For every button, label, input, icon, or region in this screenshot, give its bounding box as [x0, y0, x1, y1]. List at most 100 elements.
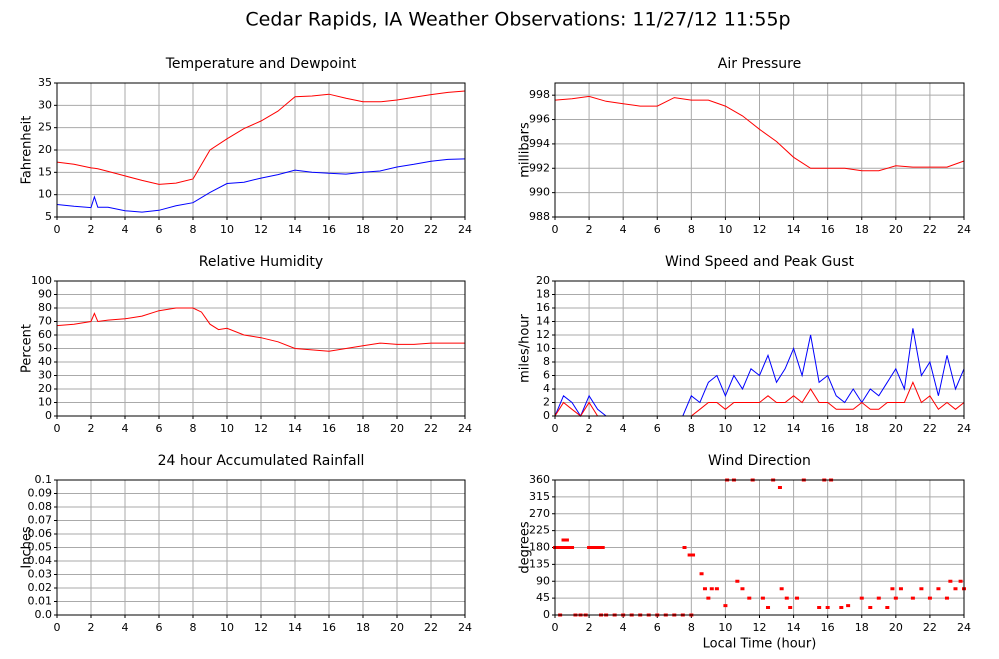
y-tick-label: 80: [38, 301, 52, 314]
y-tick-label: 50: [38, 342, 52, 355]
x-tick-label: 12: [254, 422, 268, 435]
data-point: [784, 596, 789, 600]
y-axis-label: Inches: [20, 526, 35, 568]
x-tick-label: 0: [54, 422, 61, 435]
data-point: [876, 596, 881, 600]
x-tick-label: 20: [889, 223, 903, 236]
x-tick-label: 10: [220, 422, 234, 435]
x-tick-label: 12: [753, 422, 767, 435]
data-point: [706, 596, 711, 600]
y-tick-label: 14: [536, 315, 550, 328]
data-point: [597, 546, 602, 549]
x-tick-label: 22: [923, 223, 937, 236]
data-point: [779, 587, 784, 591]
data-point: [747, 596, 752, 600]
data-point: [948, 579, 953, 583]
data-point: [927, 596, 932, 600]
y-tick-label: 30: [38, 369, 52, 382]
x-tick-label: 22: [424, 621, 438, 634]
y-tick-label: 315: [529, 490, 550, 503]
panel-title: Relative Humidity: [199, 254, 323, 270]
x-tick-label: 16: [322, 621, 336, 634]
x-tick-label: 6: [156, 223, 163, 236]
data-point: [559, 546, 564, 549]
data-line: [56, 307, 465, 352]
x-tick-label: 18: [855, 422, 869, 435]
x-tick-label: 2: [88, 422, 95, 435]
x-tick-label: 8: [688, 621, 695, 634]
data-point: [563, 546, 568, 549]
data-point: [890, 587, 895, 591]
data-point: [777, 486, 782, 489]
x-tick-label: 18: [855, 621, 869, 634]
data-point: [702, 587, 707, 591]
y-tick-label: 70: [38, 315, 52, 328]
y-tick-label: 25: [38, 121, 52, 134]
y-axis-label: degrees: [518, 521, 533, 574]
plot-frame: [56, 479, 466, 616]
x-tick-label: 14: [787, 422, 801, 435]
x-tick-label: 6: [156, 422, 163, 435]
data-point: [600, 546, 605, 549]
data-point: [691, 553, 696, 557]
y-tick-label: 12: [536, 328, 550, 341]
panel-title: Wind Speed and Peak Gust: [665, 254, 854, 270]
x-tick-label: 14: [288, 422, 302, 435]
y-tick-label: 5: [45, 210, 52, 223]
x-tick-label: 4: [122, 621, 129, 634]
x-tick-label: 18: [356, 422, 370, 435]
panel-title: Air Pressure: [718, 56, 801, 72]
x-tick-label: 4: [620, 621, 627, 634]
x-tick-label: 14: [787, 223, 801, 236]
x-tick-label: 20: [889, 621, 903, 634]
x-tick-label: 22: [424, 422, 438, 435]
x-tick-label: 0: [54, 621, 61, 634]
y-axis-label: millibars: [518, 122, 533, 178]
panel-title: 24 hour Accumulated Rainfall: [158, 453, 365, 469]
x-tick-label: 14: [787, 621, 801, 634]
x-tick-label: 2: [88, 223, 95, 236]
data-point: [944, 596, 949, 600]
x-tick-label: 22: [424, 223, 438, 236]
x-tick-label: 10: [718, 223, 732, 236]
y-tick-label: 2: [543, 396, 550, 409]
y-tick-label: 992: [529, 161, 550, 174]
x-tick-label: 24: [957, 422, 971, 435]
x-tick-label: 6: [654, 223, 661, 236]
y-axis-label: miles/hour: [518, 313, 533, 382]
data-point: [788, 606, 793, 609]
x-tick-label: 10: [718, 422, 732, 435]
x-tick-label: 6: [654, 621, 661, 634]
x-tick-label: 16: [322, 422, 336, 435]
x-tick-label: 18: [356, 621, 370, 634]
y-tick-label: 10: [38, 396, 52, 409]
x-tick-label: 2: [586, 621, 593, 634]
data-point: [590, 546, 595, 549]
x-tick-label: 0: [552, 621, 559, 634]
data-point: [958, 579, 963, 583]
panel-title: Wind Direction: [708, 453, 811, 469]
data-point: [766, 606, 771, 609]
x-tick-label: 16: [322, 223, 336, 236]
data-point: [593, 546, 598, 549]
data-point: [564, 538, 569, 542]
x-tick-label: 2: [586, 223, 593, 236]
y-tick-label: 0: [543, 608, 550, 621]
plot-frame: [554, 280, 965, 417]
x-tick-label: 6: [654, 422, 661, 435]
y-tick-label: 16: [536, 301, 550, 314]
y-tick-label: 100: [31, 274, 52, 287]
data-point: [885, 606, 890, 609]
y-tick-label: 0.01: [28, 595, 53, 608]
data-point: [936, 587, 941, 591]
data-point: [714, 587, 719, 591]
y-tick-label: 40: [38, 355, 52, 368]
x-tick-label: 8: [190, 223, 197, 236]
y-tick-label: 90: [38, 288, 52, 301]
y-tick-label: 998: [529, 88, 550, 101]
data-point: [723, 604, 728, 608]
data-point: [760, 596, 765, 600]
y-tick-label: 8: [543, 355, 550, 368]
x-tick-label: 8: [688, 223, 695, 236]
y-tick-label: 0.03: [28, 568, 53, 581]
